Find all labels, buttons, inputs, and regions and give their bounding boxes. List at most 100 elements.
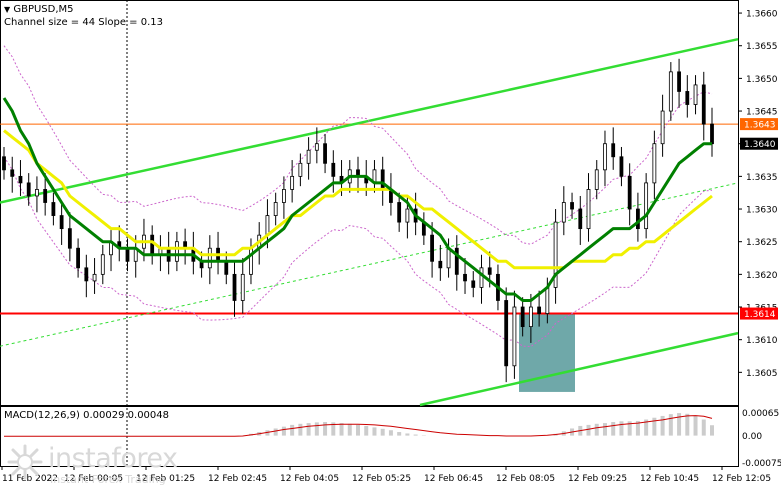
macd-histogram-bar: [356, 425, 360, 436]
candle-body: [628, 176, 631, 209]
candle-body: [661, 111, 664, 144]
candle-body: [529, 307, 532, 327]
price-tick-label: 1.3645: [746, 108, 778, 118]
macd-histogram-bar: [315, 422, 319, 435]
candle-body: [11, 170, 14, 177]
macd-histogram-bar: [340, 423, 344, 436]
candle-body: [225, 261, 228, 274]
macd-histogram-bar: [587, 425, 591, 436]
time-tick-label: 12 Feb 08:05: [496, 474, 555, 484]
candle-body: [332, 163, 335, 176]
macd-histogram-bar: [290, 425, 294, 436]
candle-body: [44, 189, 47, 202]
candle-body: [175, 242, 178, 262]
candle-body: [612, 144, 615, 157]
macd-histogram-bar: [710, 425, 714, 435]
candle-body: [686, 91, 689, 104]
price-tick-label: 1.3620: [746, 271, 778, 281]
candle-body: [291, 176, 294, 189]
candle-body: [85, 268, 88, 281]
macd-histogram-bar: [611, 422, 615, 436]
candle-body: [398, 203, 401, 223]
candle-body: [669, 72, 672, 111]
time-tick-label: 12 Feb 02:45: [208, 474, 267, 484]
candle-body: [711, 124, 714, 144]
candle-body: [439, 261, 442, 268]
macd-histogram-bar: [307, 423, 311, 436]
macd-histogram-bar: [348, 424, 352, 436]
candle-body: [266, 216, 269, 236]
macd-histogram-bar: [282, 427, 286, 436]
candle-body: [233, 274, 236, 300]
macd-label: MACD(12,26,9) 0.00029 0.00048: [4, 410, 169, 421]
candle-body: [101, 255, 104, 275]
candle-body: [488, 268, 491, 275]
candle-body: [464, 274, 467, 281]
candle-body: [702, 85, 705, 124]
macd-tick-label: 0.00: [742, 432, 762, 442]
macd-histogram-bar: [603, 423, 607, 436]
candle-body: [307, 150, 310, 163]
candle-body: [3, 157, 6, 170]
channel-lower-line: [420, 333, 738, 405]
macd-histogram-bar: [372, 427, 376, 435]
candle-body: [431, 235, 434, 261]
price-tick-label: 1.3650: [746, 75, 778, 85]
candle-body: [562, 203, 565, 223]
macd-histogram-bar: [685, 414, 689, 436]
macd-histogram-bar: [702, 420, 706, 436]
macd-histogram-bar: [389, 430, 393, 435]
candle-body: [274, 203, 277, 216]
candle-body: [93, 274, 96, 281]
macd-histogram-bar: [661, 416, 665, 436]
brand-logo: instaforex Instant Forex Trading: [6, 443, 186, 483]
candle-body: [406, 209, 409, 222]
candle-body: [299, 163, 302, 176]
candle-body: [324, 144, 327, 164]
macd-histogram-bar: [298, 424, 302, 436]
candle-body: [587, 189, 590, 228]
time-tick-label: 12 Feb 06:45: [424, 474, 483, 484]
candle-body: [126, 248, 129, 261]
candle-body: [35, 189, 38, 196]
candle-body: [694, 85, 697, 105]
logo-icon: [6, 443, 44, 481]
candle-body: [472, 281, 475, 288]
price-tick-label: 1.3635: [746, 173, 778, 183]
candle-body: [653, 144, 656, 183]
time-tick-label: 12 Feb 10:45: [640, 474, 699, 484]
last-price-tag: 1.3640: [744, 140, 776, 150]
candle-body: [447, 248, 450, 268]
candle-body: [571, 203, 574, 210]
macd-histogram-bar: [397, 432, 401, 436]
candle-body: [68, 229, 71, 249]
macd-histogram-bar: [364, 426, 368, 436]
collapse-triangle-icon[interactable]: ▼: [4, 5, 10, 14]
candle-body: [480, 268, 483, 288]
candle-body: [27, 183, 30, 196]
candle-body: [19, 176, 22, 183]
macd-histogram-bar: [595, 424, 599, 436]
macd-histogram-bar: [381, 429, 385, 436]
brand-tagline: Instant Forex Trading: [50, 473, 166, 486]
price-tick-label: 1.3605: [746, 369, 778, 379]
candle-body: [315, 144, 318, 151]
symbol-label: ▼ GBPUSD,M5: [4, 4, 74, 15]
price-tick-label: 1.3660: [746, 10, 778, 20]
price-tick-label: 1.3630: [746, 206, 778, 216]
candle-body: [151, 235, 154, 255]
candle-body: [538, 307, 541, 314]
candle-body: [521, 307, 524, 327]
symbol-text: GBPUSD,M5: [13, 4, 73, 15]
macd-histogram-bar: [323, 422, 327, 436]
price-tick-label: 1.3625: [746, 238, 778, 248]
current-price-tag: 1.3643: [744, 121, 776, 131]
candle-body: [505, 300, 508, 365]
candle-body: [636, 209, 639, 229]
macd-histogram-bar: [619, 421, 623, 435]
macd-tick-label: 0.00065: [742, 409, 779, 419]
time-tick-label: 12 Feb 05:25: [352, 474, 411, 484]
candle-body: [603, 144, 606, 170]
candle-body: [381, 170, 384, 190]
candle-body: [241, 274, 244, 300]
